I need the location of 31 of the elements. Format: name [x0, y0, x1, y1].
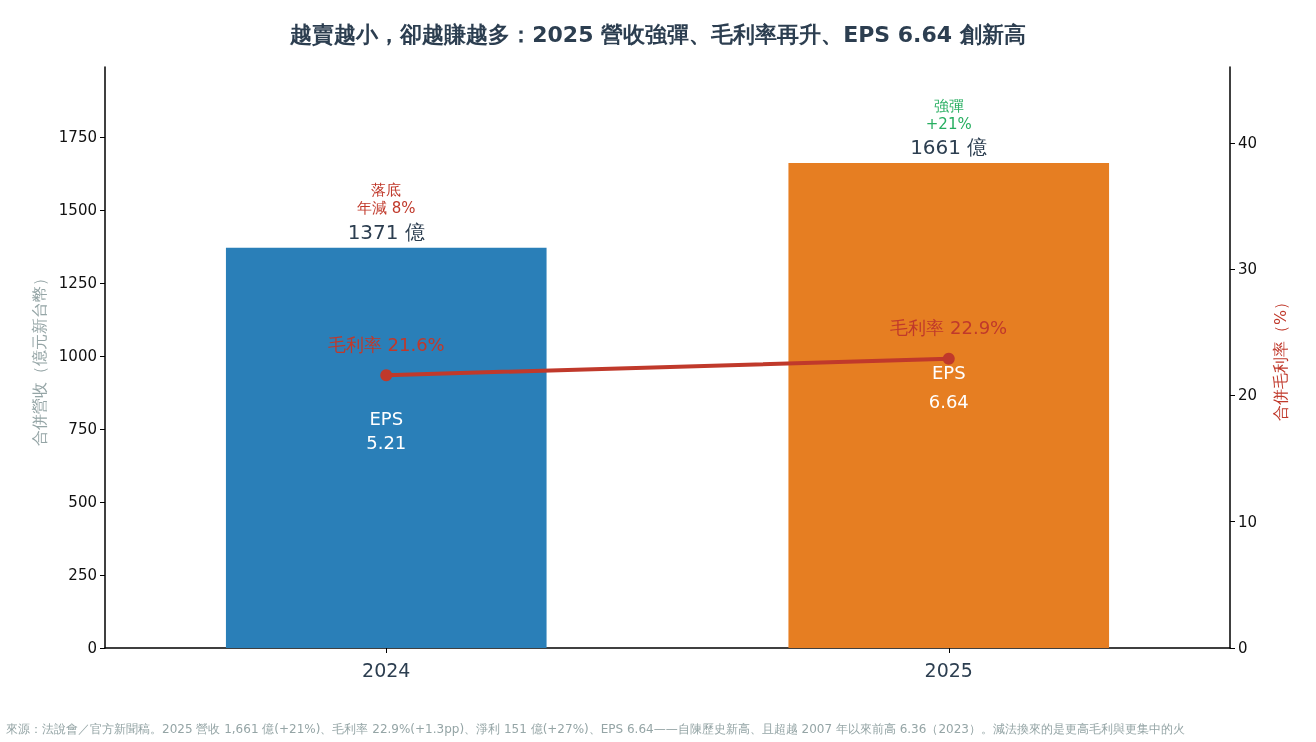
- annotation: 5.21: [366, 432, 407, 454]
- data-label: 毛利率 22.9%: [890, 317, 1008, 339]
- x-tick-label: 2025: [924, 658, 973, 681]
- y-tick-label: 1250: [58, 274, 97, 293]
- annotation: 強彈: [933, 96, 964, 115]
- annotation: EPS: [931, 361, 966, 383]
- y-tick-label: 1500: [58, 201, 97, 220]
- text: 來源：法說會／官方新聞稿。2025 營收 1,661 億(+21%)、毛利率 22.9%(+1.3pp)、淨利 151 億(+27%)、EPS 6.64——自陳歷史新高、且超越 2007 年以來前高 6.36（2023）。減法換來的是更高毛利與更集中的火: [6, 721, 1185, 736]
- y-tick-label: 1000: [58, 347, 97, 366]
- y-tick-label: 750: [68, 420, 97, 439]
- y2-tick-label: 10: [1238, 512, 1258, 531]
- annotation: +21%: [925, 114, 972, 133]
- annotation: EPS: [369, 408, 404, 430]
- data-label: 1661 億: [910, 135, 988, 160]
- x-tick-label: 2024: [362, 658, 411, 681]
- y2-axis-title: 合併毛利率（%）: [1270, 293, 1290, 422]
- annotation: 6.64: [928, 390, 969, 412]
- y-axis-title: 合併營收（億元新台幣）: [29, 269, 49, 446]
- y-tick-label: 0: [87, 639, 97, 657]
- data-label: 1371 億: [347, 219, 425, 244]
- y2-tick-label: 20: [1238, 386, 1258, 405]
- y-tick-label: 1750: [58, 128, 97, 147]
- y2-tick-label: 40: [1238, 133, 1258, 152]
- chart-title: 越賣越小，卻越賺越多：2025 營收強彈、毛利率再升、EPS 6.64 創新高: [289, 21, 1026, 47]
- data-label: 毛利率 21.6%: [327, 333, 445, 355]
- y2-tick-label: 0: [1238, 639, 1248, 657]
- y-tick-label: 500: [68, 493, 97, 512]
- annotation: 落底: [371, 181, 402, 200]
- y2-tick-label: 30: [1238, 260, 1258, 279]
- annotation: 年減 8%: [356, 199, 416, 218]
- y-tick-label: 250: [68, 566, 97, 585]
